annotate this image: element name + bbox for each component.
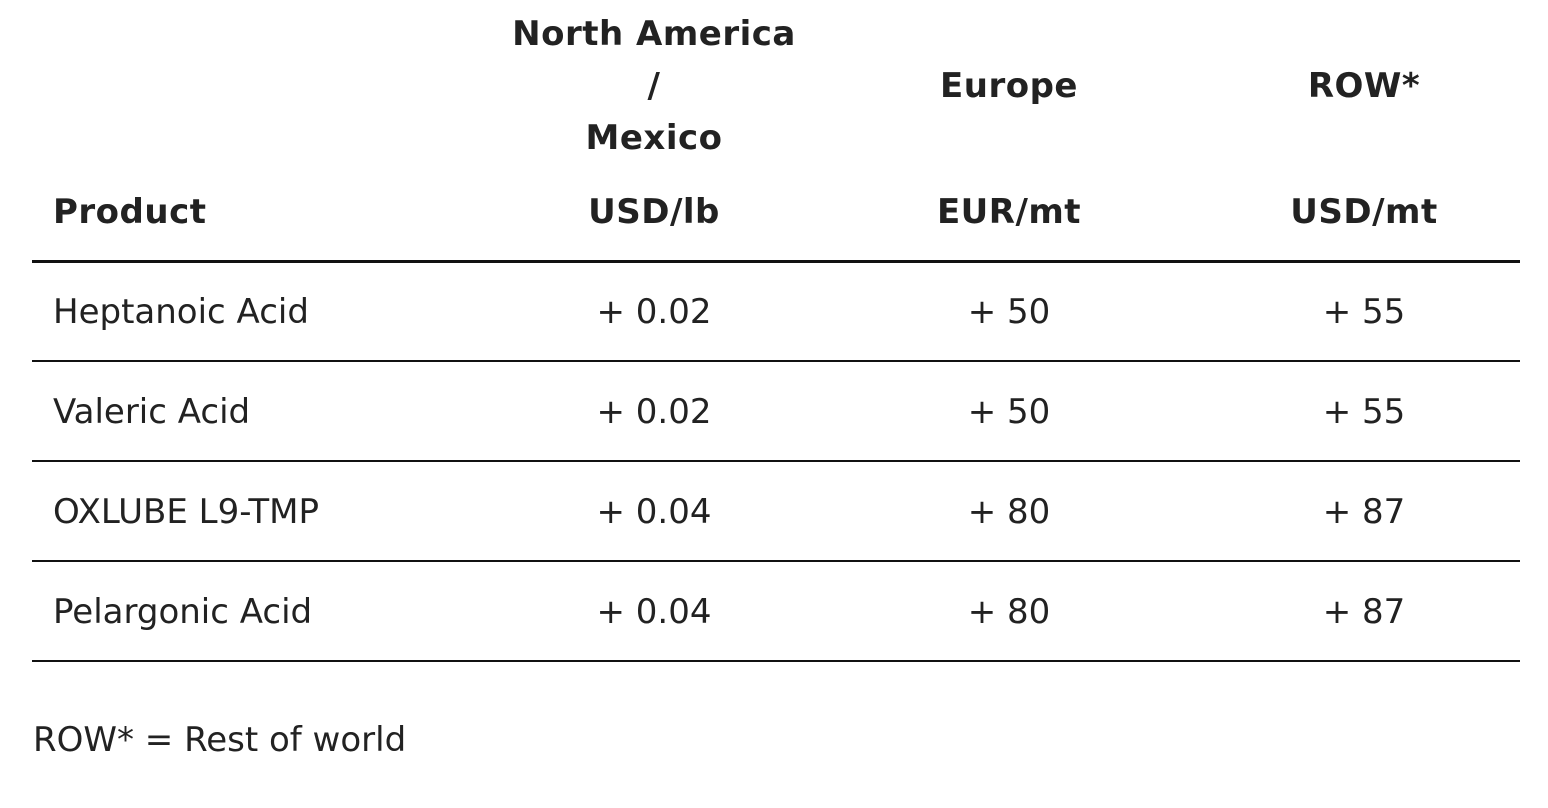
table-cell: + 0.02 (596, 292, 712, 332)
table-cell: + 50 (967, 292, 1051, 332)
region-header-line: Mexico (585, 118, 723, 158)
region-header-line: Europe (940, 66, 1078, 106)
footnote: ROW* = Rest of world (33, 720, 407, 760)
column-header: Product (53, 192, 207, 232)
table-cell: + 0.04 (596, 592, 712, 632)
row-rule (32, 660, 1520, 662)
header-rule (32, 260, 1520, 263)
region-header: North America / Mexico (512, 8, 796, 164)
region-header-line: ROW* (1307, 66, 1421, 106)
table-cell: + 0.02 (596, 392, 712, 432)
region-header: Europe (940, 8, 1078, 164)
table-cell: + 55 (1322, 292, 1406, 332)
region-header: ROW* (1308, 8, 1420, 164)
table-cell: + 50 (967, 392, 1051, 432)
column-header: USD/mt (1290, 192, 1438, 232)
table-cell: + 55 (1322, 392, 1406, 432)
row-label: OXLUBE L9-TMP (53, 492, 319, 532)
row-label: Pelargonic Acid (53, 592, 313, 632)
table-cell: + 87 (1322, 592, 1406, 632)
table-cell: + 80 (967, 492, 1051, 532)
table-cell: + 0.04 (596, 492, 712, 532)
table-cell: + 80 (967, 592, 1051, 632)
row-label: Valeric Acid (53, 392, 251, 432)
table-cell: + 87 (1322, 492, 1406, 532)
row-rule (32, 460, 1520, 462)
row-label: Heptanoic Acid (53, 292, 309, 332)
region-header-line: North America (512, 14, 796, 54)
row-rule (32, 560, 1520, 562)
column-header: USD/lb (588, 192, 720, 232)
region-header-line: / (647, 66, 661, 106)
row-rule (32, 360, 1520, 362)
column-header: EUR/mt (936, 192, 1082, 232)
